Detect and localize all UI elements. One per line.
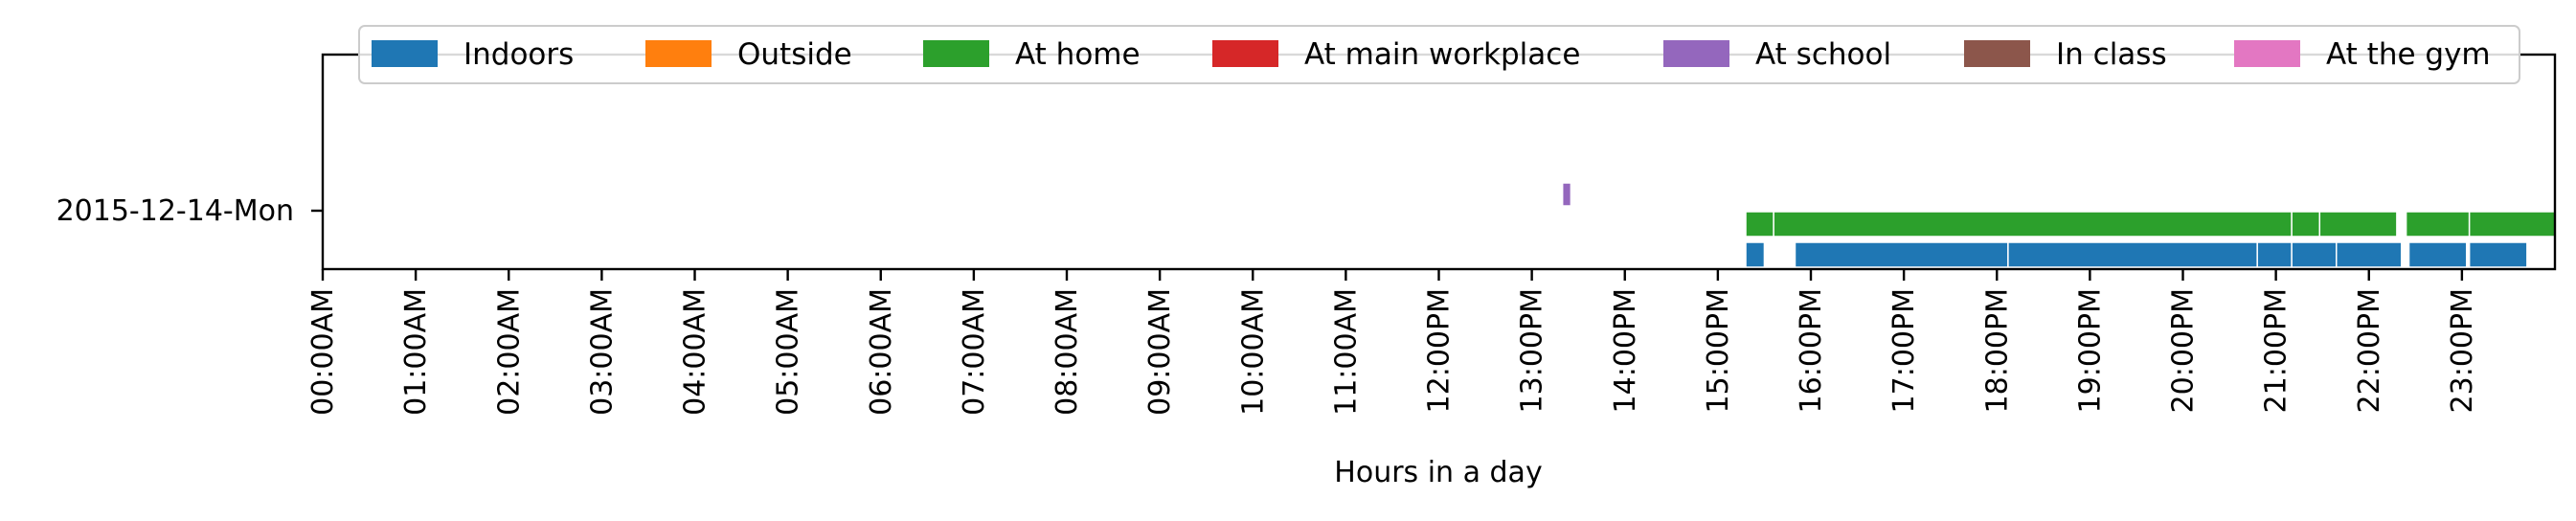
x-tick-label: 19:00PM bbox=[2073, 288, 2107, 413]
x-tick-label: 06:00AM bbox=[865, 288, 898, 416]
legend-label: Outside bbox=[737, 37, 852, 72]
bar-at-home-4 bbox=[2405, 211, 2471, 238]
legend-label: In class bbox=[2056, 37, 2167, 72]
bar-at-home-5 bbox=[2468, 211, 2556, 238]
legend-swatch-in-class bbox=[1964, 40, 2030, 67]
legend: Indoors Outside At home At main workplace At… bbox=[358, 25, 2520, 84]
y-tick-label: 2015-12-14-Mon bbox=[56, 194, 294, 228]
x-tick-label: 14:00PM bbox=[1609, 288, 1642, 413]
legend-swatch-at-the-gym bbox=[2234, 40, 2300, 67]
legend-swatch-at-school bbox=[1663, 40, 1729, 67]
x-tick-label: 22:00PM bbox=[2353, 288, 2386, 413]
bar-at-home-2 bbox=[2291, 211, 2321, 238]
x-tick-label: 01:00AM bbox=[399, 288, 433, 416]
x-axis-label: Hours in a day bbox=[1334, 456, 1542, 489]
x-tick-label: 07:00AM bbox=[958, 288, 991, 416]
x-tick-label: 18:00PM bbox=[1980, 288, 2014, 413]
bar-indoors-6 bbox=[2407, 241, 2468, 268]
x-tick-label: 03:00AM bbox=[585, 288, 619, 416]
legend-label: At the gym bbox=[2326, 37, 2491, 72]
legend-label: Indoors bbox=[463, 37, 574, 72]
bar-indoors-3 bbox=[2256, 241, 2293, 268]
legend-label: At home bbox=[1015, 37, 1141, 72]
bar-indoors-5 bbox=[2336, 241, 2403, 268]
x-tick-label: 15:00PM bbox=[1702, 288, 1735, 413]
bar-at-home-1 bbox=[1773, 211, 2293, 238]
x-tick-label: 02:00AM bbox=[492, 288, 526, 416]
x-axis: 00:00AM 01:00AM 02:00AM 03:00AM 04:00AM 05:00… bbox=[306, 269, 2479, 416]
x-tick-label: 13:00PM bbox=[1516, 288, 1549, 413]
x-tick-label: 20:00PM bbox=[2167, 288, 2201, 413]
y-axis: 2015-12-14-Mon bbox=[56, 194, 323, 228]
x-tick-label: 09:00AM bbox=[1143, 288, 1177, 416]
x-tick-label: 05:00AM bbox=[772, 288, 805, 416]
bar-indoors-7 bbox=[2468, 241, 2528, 268]
legend-swatch-outside bbox=[645, 40, 712, 67]
bar-at-school-0 bbox=[1561, 182, 1572, 207]
bar-at-home-3 bbox=[2318, 211, 2398, 238]
bar-indoors-4 bbox=[2291, 241, 2338, 268]
legend-swatch-at-main-workplace bbox=[1212, 40, 1278, 67]
x-tick-label: 12:00PM bbox=[1423, 288, 1457, 413]
x-tick-label: 04:00AM bbox=[679, 288, 712, 416]
bar-indoors-2 bbox=[2007, 241, 2258, 268]
bars-layer bbox=[1561, 182, 2556, 268]
x-tick-label: 08:00AM bbox=[1051, 288, 1084, 416]
x-tick-label: 17:00PM bbox=[1887, 288, 1921, 413]
legend-label: At main workplace bbox=[1304, 37, 1580, 72]
x-tick-label: 23:00PM bbox=[2446, 288, 2479, 413]
bar-indoors-0 bbox=[1745, 241, 1766, 268]
legend-swatch-indoors bbox=[372, 40, 438, 67]
x-tick-label: 10:00AM bbox=[1236, 288, 1270, 416]
bar-indoors-1 bbox=[1794, 241, 2009, 268]
legend-label: At school bbox=[1755, 37, 1891, 72]
bar-at-home-0 bbox=[1745, 211, 1774, 238]
x-tick-label: 16:00PM bbox=[1795, 288, 1828, 413]
x-tick-label: 21:00PM bbox=[2260, 288, 2294, 413]
legend-swatch-at-home bbox=[923, 40, 989, 67]
x-tick-label: 00:00AM bbox=[306, 288, 340, 416]
x-tick-label: 11:00AM bbox=[1329, 288, 1363, 416]
